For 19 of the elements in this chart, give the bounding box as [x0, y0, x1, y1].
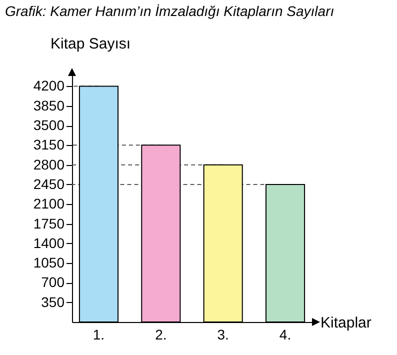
x-tick-label: 1.: [92, 326, 105, 342]
y-tick-label: 3850: [33, 97, 65, 114]
y-tick-label: 2800: [33, 156, 65, 172]
y-tick-label: 700: [41, 274, 65, 290]
x-tick-label: 3.: [217, 326, 229, 342]
y-axis-title: Kitap Sayısı: [50, 36, 131, 52]
y-tick-label: 2450: [33, 176, 65, 192]
y-tick-label: 4200: [33, 78, 65, 94]
y-tick-label: 3150: [33, 136, 65, 153]
y-tick-label: 3500: [33, 117, 65, 134]
chart-title: Grafik: Kamer Hanım’ın İmzaladığı Kitapların Sayıları: [5, 3, 334, 19]
y-tick-label: 1050: [33, 254, 65, 271]
x-tick-label: 2.: [155, 326, 167, 342]
y-tick-label: 350: [41, 294, 65, 310]
y-tick-label: 1750: [33, 215, 65, 232]
x-tick-label: 4.: [279, 326, 292, 342]
y-tick-label: 1400: [33, 234, 65, 251]
x-axis-title: Kitaplar: [320, 314, 372, 332]
y-tick-label: 2100: [33, 196, 65, 212]
